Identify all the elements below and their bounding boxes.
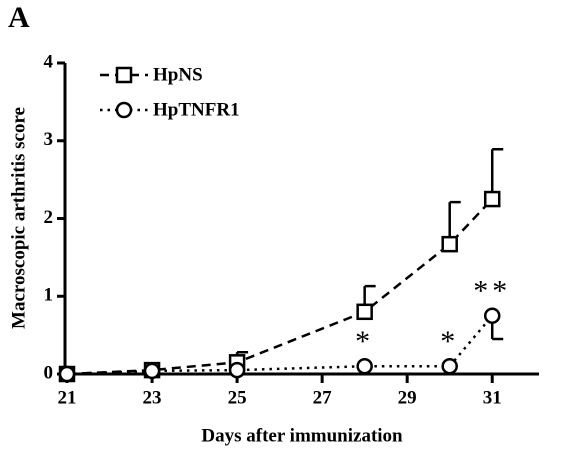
legend-marker [115,66,133,84]
y-tick-label: 2 [44,207,54,228]
error-bar [490,148,504,200]
legend-label: HpNS [153,64,203,85]
x-tick-label: 27 [313,387,333,408]
series-line [66,198,494,376]
annotation: ** [473,275,511,308]
annotation: * [355,325,374,358]
x-axis-label: Days after immunization [201,425,403,446]
panel-label: A [8,1,30,34]
marker [441,235,458,253]
legend-marker [115,101,133,119]
series-line [66,314,494,376]
y-tick-label: 4 [44,51,54,72]
marker [483,307,501,324]
marker [441,357,458,375]
annotation: * [440,325,459,358]
marker [483,190,501,208]
marker [356,357,373,375]
y-tick-label: 0 [44,362,54,383]
x-tick-label: 31 [483,387,502,408]
marker [143,362,161,380]
y-tick-label: 3 [44,129,54,150]
x-tick-label: 25 [228,387,247,408]
y-tick-label: 1 [44,285,54,306]
marker [58,365,76,383]
marker [356,303,373,321]
legend-label: HpTNFR1 [153,99,240,120]
x-tick-label: 23 [143,387,162,408]
x-tick-label: 21 [58,387,77,408]
y-axis-label: Macroscopic arthritis score [8,107,29,329]
marker [228,361,246,379]
x-tick-label: 29 [398,387,417,408]
